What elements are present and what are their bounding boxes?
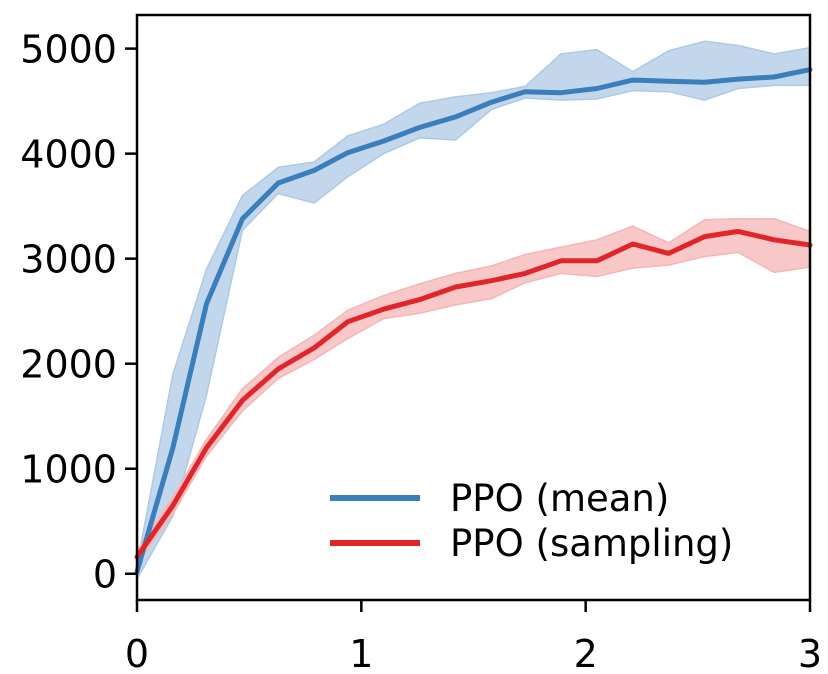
- point-ppo-mean: [559, 90, 564, 95]
- y-tick-label: 3000: [20, 238, 117, 282]
- point-ppo-sampling: [453, 285, 458, 290]
- x-tick-label: 1: [349, 632, 373, 674]
- point-ppo-mean: [381, 139, 386, 144]
- point-ppo-mean: [345, 150, 350, 155]
- plot-frame: [135, 13, 812, 602]
- line-ppo-sampling: [134, 228, 813, 560]
- point-ppo-sampling: [312, 345, 317, 350]
- point-ppo-mean: [523, 89, 528, 94]
- point-ppo-sampling: [489, 278, 494, 283]
- y-tick-label: 2000: [20, 343, 117, 387]
- x-axis: 0 1 2 3: [125, 600, 822, 674]
- point-ppo-mean: [204, 301, 209, 306]
- point-ppo-sampling: [630, 242, 635, 247]
- point-ppo-mean: [702, 80, 707, 85]
- point-ppo-mean: [736, 77, 741, 82]
- point-ppo-mean: [630, 78, 635, 83]
- point-ppo-mean: [417, 125, 422, 130]
- series-lines: [134, 67, 813, 575]
- point-ppo-sampling: [276, 366, 281, 371]
- x-tick-label: 0: [125, 632, 149, 674]
- y-tick-label: 5000: [20, 28, 117, 72]
- point-ppo-mean: [666, 79, 671, 84]
- point-ppo-sampling: [736, 229, 741, 234]
- x-tick-label: 3: [798, 632, 822, 674]
- point-ppo-sampling: [702, 234, 707, 239]
- point-ppo-mean: [276, 181, 281, 186]
- legend: PPO (mean)PPO (sampling): [330, 477, 733, 565]
- point-ppo-mean: [594, 86, 599, 91]
- point-ppo-mean: [489, 100, 494, 105]
- line-ppo-mean: [134, 67, 813, 575]
- point-ppo-sampling: [345, 319, 350, 324]
- x-tick-label: 2: [574, 632, 598, 674]
- point-ppo-sampling: [381, 307, 386, 312]
- point-ppo-sampling: [523, 271, 528, 276]
- point-ppo-sampling: [666, 251, 671, 256]
- point-ppo-sampling: [204, 445, 209, 450]
- y-tick-label: 1000: [20, 448, 117, 492]
- y-axis: 0 1000 2000 3000 4000 5000: [20, 28, 137, 597]
- point-ppo-mean: [170, 445, 175, 450]
- point-ppo-sampling: [559, 258, 564, 263]
- point-ppo-mean: [240, 216, 245, 221]
- point-ppo-sampling: [240, 398, 245, 403]
- point-ppo-mean: [312, 168, 317, 173]
- point-ppo-mean: [453, 114, 458, 119]
- point-ppo-mean: [772, 75, 777, 80]
- y-tick-label: 0: [93, 553, 117, 597]
- point-ppo-sampling: [417, 297, 422, 302]
- legend-label: PPO (mean): [450, 477, 669, 520]
- legend-label: PPO (sampling): [450, 522, 733, 565]
- point-ppo-sampling: [170, 503, 175, 508]
- y-tick-label: 4000: [20, 133, 117, 177]
- point-ppo-sampling: [772, 237, 777, 242]
- point-ppo-sampling: [594, 258, 599, 263]
